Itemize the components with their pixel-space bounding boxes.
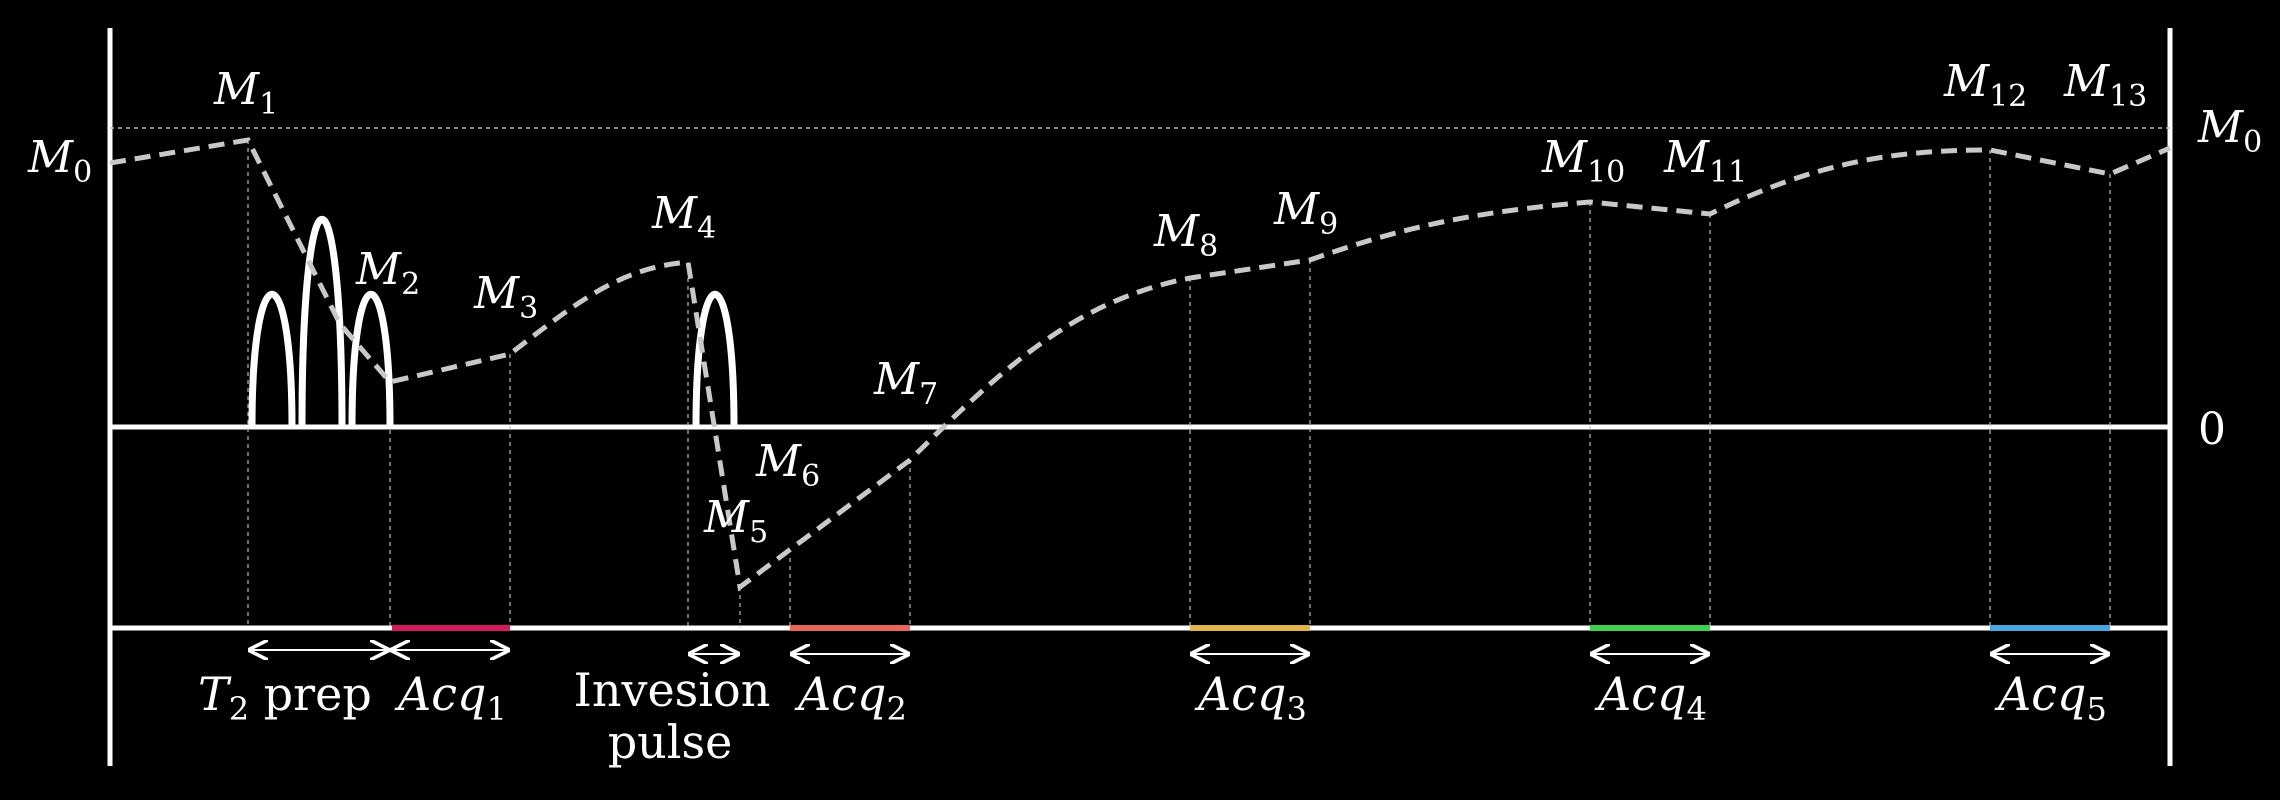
acq2-label: Acq2 (794, 667, 907, 728)
point-label-m12: M12 (1943, 56, 2027, 114)
point-label-m1: M1 (213, 64, 278, 122)
inversion-pulse (692, 290, 738, 428)
point-label-m7: M7 (873, 354, 938, 412)
point-label-m9: M9 (1273, 184, 1338, 242)
point-label-m3: M3 (473, 268, 538, 326)
point-label-m11: M11 (1663, 132, 1747, 190)
t2prep-pulse-3 (348, 290, 394, 428)
point-label-m5: M5 (703, 492, 768, 550)
point-label-m4: M4 (651, 188, 716, 246)
zero-label: 0 (2198, 404, 2226, 455)
rf-pulses (248, 216, 738, 428)
point-label-m6: M6 (755, 436, 820, 494)
acq1-label: Acq1 (394, 667, 507, 728)
acq3-label: Acq3 (1194, 667, 1307, 728)
t2prep-pulse-1 (248, 290, 296, 428)
t2prep-pulse-2 (298, 216, 346, 428)
point-label-m10: M10 (1541, 132, 1625, 190)
acq4-label: Acq4 (1594, 667, 1707, 728)
interval-arrows (250, 650, 2108, 654)
point-label-m13: M13 (2063, 56, 2147, 114)
inversion-label-line1: Invesion (574, 663, 771, 717)
point-label-m8: M8 (1153, 206, 1218, 264)
guide-lines (247, 140, 2111, 628)
m0-left-label: M0 (27, 132, 92, 190)
inversion-label-line2: pulse (608, 715, 733, 769)
m0-right-label: M0 (2197, 102, 2262, 160)
acq5-label: Acq5 (1994, 667, 2107, 728)
magnetization-curve (109, 137, 2171, 592)
t2prep-label: T2 prep (198, 667, 372, 728)
point-label-m2: M2 (355, 244, 420, 302)
